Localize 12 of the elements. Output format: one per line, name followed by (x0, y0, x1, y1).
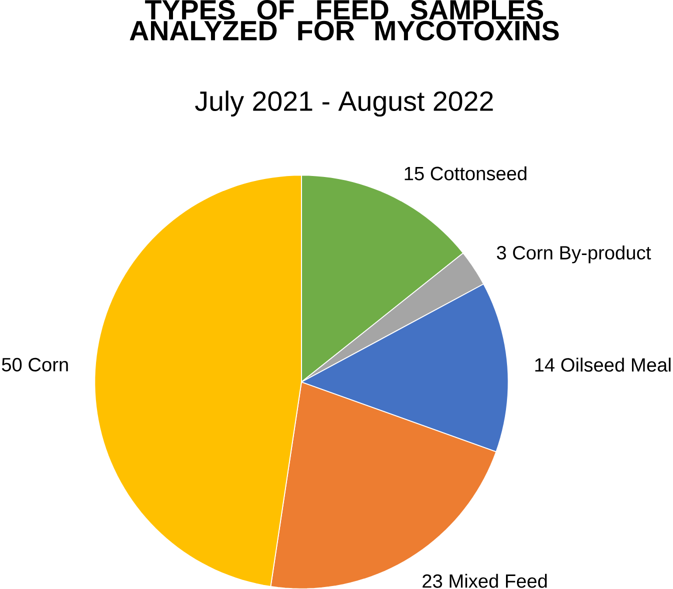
chart-subtitle: July 2021 - August 2022 (195, 90, 493, 116)
data-label: 15 (404, 166, 424, 180)
data-label: 50 (2, 358, 22, 372)
slice-label: Cottonseed (430, 166, 526, 180)
slice-label: Corn (28, 358, 68, 372)
slice-label: Mixed Feed (450, 574, 547, 588)
data-label: 3 (496, 246, 506, 260)
slice-label: Corn By-product (513, 245, 651, 264)
slice-label: Oilseed Meal (561, 358, 671, 372)
data-label: 23 (422, 574, 442, 588)
data-label: 14 (535, 358, 555, 372)
chart-title: TYPES OF FEED SAMPLES ANALYZED FOR MYCOTOXINS (130, 0, 559, 40)
